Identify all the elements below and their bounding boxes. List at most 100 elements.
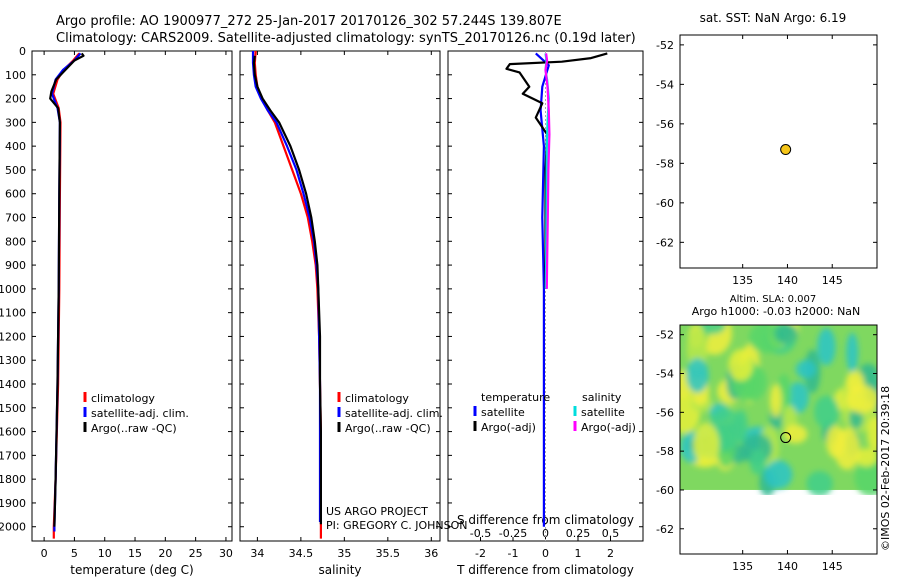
y-tick-label: 0: [19, 45, 26, 58]
x-tick-label: 1: [575, 547, 582, 560]
sla-heatmap-cell: [734, 409, 748, 444]
sla-heatmap-cell: [846, 370, 864, 394]
sla-heatmap-cell: [849, 408, 864, 430]
s-tick-label: 0.25: [566, 527, 591, 540]
y-tick-label: -54: [656, 78, 674, 91]
x-tick-label: 140: [777, 560, 798, 573]
timestamp-label: ©IMOS 02-Feb-2017 20:39:18: [879, 386, 892, 551]
s-tick-label: 0.5: [602, 527, 620, 540]
x-tick-label: 135: [732, 560, 753, 573]
x-axis-label: salinity: [318, 563, 361, 577]
y-tick-label: -62: [656, 523, 674, 536]
y-tick-label: -54: [656, 368, 674, 381]
x-tick-label: 0: [41, 547, 48, 560]
sla-heatmap-cell: [774, 325, 798, 344]
legend-title: temperature: [481, 391, 550, 404]
pi-label: PI: GREGORY C. JOHNSON: [326, 519, 467, 532]
y-tick-label: 1700: [0, 449, 26, 462]
x-tick-label: -2: [475, 547, 486, 560]
sla-heatmap-cell: [764, 460, 793, 489]
y-tick-label: 300: [5, 116, 26, 129]
sla-heatmap-cell: [834, 428, 860, 470]
legend-label: Argo(-adj): [481, 421, 536, 434]
legend-label: climatology: [91, 392, 155, 405]
x-tick-label: 10: [98, 547, 112, 560]
y-tick-label: -52: [656, 329, 674, 342]
sla-heatmap-cell: [728, 349, 754, 382]
sst-title: sat. SST: NaN Argo: 6.19: [700, 11, 847, 25]
y-tick-label: 2000: [0, 521, 26, 534]
float-position-marker: [780, 144, 792, 156]
y-tick-label: -56: [656, 406, 674, 419]
sla-heatmap-cell: [817, 328, 836, 366]
s-tick-label: -0.5: [470, 527, 491, 540]
sla-heatmap-cell: [749, 449, 767, 475]
x-tick-label: 35: [337, 547, 351, 560]
x-tick-label: 30: [219, 547, 233, 560]
sla-heatmap-cell: [855, 448, 877, 467]
y-tick-label: -60: [656, 484, 674, 497]
series-line: [544, 53, 551, 289]
float-position-marker: [780, 432, 792, 444]
y-tick-label: 600: [5, 188, 26, 201]
legend-label: satellite-adj. clim.: [91, 407, 189, 420]
y-tick-label: -58: [656, 445, 674, 458]
x-tick-label: 15: [128, 547, 142, 560]
y-tick-label: 900: [5, 259, 26, 272]
sla-heatmap-cell: [795, 360, 817, 379]
sla-heatmap-cell: [686, 327, 708, 370]
figure-title-line1: Argo profile: AO 1900977_272 25-Jan-2017…: [56, 14, 562, 29]
y-tick-label: -62: [656, 236, 674, 249]
temperature-panel: 0100200300400500600700800900100011001200…: [0, 45, 233, 577]
difference-panel: -2 -1 0 1 2 -0.5 -0.25 0 0.25 0.5 T difference fro…: [447, 50, 644, 577]
sla-heatmap-cell: [814, 395, 839, 429]
sla-heatmap-blobs: [680, 325, 877, 495]
y-tick-label: 1600: [0, 426, 26, 439]
sla-title-line2: Argo h1000: -0.03 h2000: NaN: [692, 305, 861, 318]
x-tick-label: 25: [189, 547, 203, 560]
x-tick-label: 145: [822, 274, 843, 287]
y-tick-label: 100: [5, 69, 26, 82]
sla-heatmap-cell: [698, 325, 726, 335]
legend-label: satellite-adj. clim.: [345, 407, 443, 420]
x-tick-label: -1: [508, 547, 519, 560]
x-tick-label: 34: [250, 547, 264, 560]
y-tick-label: 700: [5, 212, 26, 225]
sla-heatmap-cell: [783, 424, 808, 444]
sla-heatmap-cell: [769, 383, 783, 418]
x-axis-label-top: S difference from climatology: [457, 513, 634, 527]
legend-title: salinity: [582, 391, 622, 404]
plot-frame: [31, 50, 233, 542]
y-tick-label: 1900: [0, 497, 26, 510]
y-tick-label: 1100: [0, 307, 26, 320]
sla-heatmap-cell: [867, 416, 877, 452]
legend-label: climatology: [345, 392, 409, 405]
y-tick-label: -58: [656, 157, 674, 170]
sla-title-line1: Altim. SLA: 0.007: [730, 294, 816, 305]
x-tick-label: 20: [158, 547, 172, 560]
legend-label: satellite: [481, 406, 525, 419]
y-tick-label: 1000: [0, 283, 26, 296]
y-tick-label: 1500: [0, 402, 26, 415]
legend-label: Argo(-adj): [581, 421, 636, 434]
x-tick-label: 135: [732, 274, 753, 287]
map-frame: [679, 34, 878, 269]
y-tick-label: 400: [5, 140, 26, 153]
s-tick-label: -0.25: [499, 527, 527, 540]
sla-heatmap-cell: [693, 422, 720, 466]
y-tick-label: 1300: [0, 354, 26, 367]
legend-label: Argo(..raw -QC): [91, 422, 177, 435]
y-tick-label: 1800: [0, 473, 26, 486]
x-tick-label: 0: [542, 547, 549, 560]
x-tick-label: 34.5: [289, 547, 314, 560]
y-tick-label: -56: [656, 118, 674, 131]
x-axis-label: temperature (deg C): [70, 563, 193, 577]
x-axis-label: T difference from climatology: [456, 563, 634, 577]
legend-label: satellite: [581, 406, 625, 419]
project-label: US ARGO PROJECT: [326, 505, 428, 518]
sla-heatmap-cell: [846, 332, 859, 373]
x-tick-label: 140: [777, 274, 798, 287]
s-tick-label: 0: [542, 527, 549, 540]
y-tick-label: 1400: [0, 378, 26, 391]
sla-heatmap-cell: [686, 357, 709, 393]
